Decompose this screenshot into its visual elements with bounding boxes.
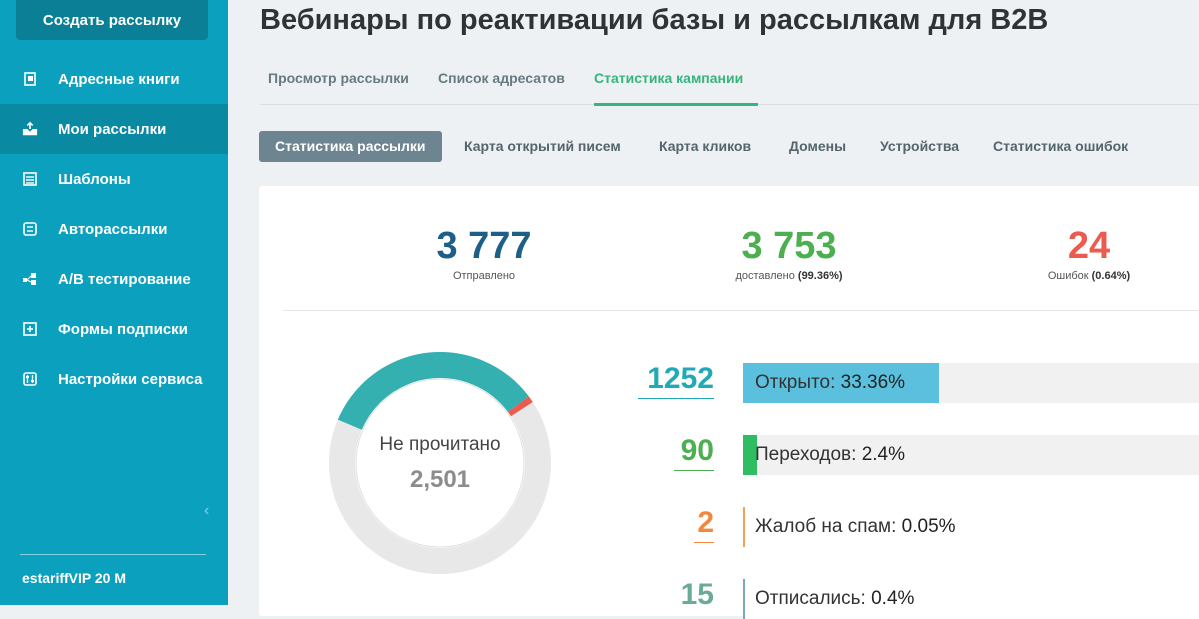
tab-recipient-list[interactable]: Список адресатов [438,70,565,86]
tariff-label: estariffVIP 20 M [22,570,127,586]
sidebar-item-label: Адресные книги [58,70,180,88]
kpi-sent-label: Отправлено [452,270,516,282]
sidebar-item-label: Авторассылки [58,220,168,238]
page-title: Вебинары по реактивации базы и рассылкам… [260,4,1049,36]
kpi-errors: 24 Ошибок (0.64%) [1019,222,1159,282]
sidebar-item-subscription-forms[interactable]: Формы подписки [0,304,228,354]
subtab-click-map[interactable]: Карта кликов [659,138,752,154]
metric-spam-fill [743,507,745,547]
metric-opened-fill [743,363,939,403]
sidebar-item-label: Шаблоны [58,170,131,188]
subtab-devices[interactable]: Устройства [880,138,960,154]
sidebar-divider [20,554,206,555]
metric-clicks-bar: Переходов: 2.4% [743,435,1199,475]
collapse-sidebar-icon[interactable]: ‹ [204,502,210,519]
subtab-mailing-stats[interactable]: Статистика рассылки [259,131,442,162]
sidebar-item-templates[interactable]: Шаблоны [0,154,228,204]
stats-card: 3 777 Отправлено 3 753 доставлено (99.36… [259,186,1199,619]
donut-value: 2,501 [409,466,471,493]
metric-clicks-fill [743,435,758,475]
tab-view-mailing[interactable]: Просмотр рассылки [268,70,409,86]
donut-center-text: Не прочитано 2,501 [321,434,559,494]
sidebar-item-auto-mailings[interactable]: Авторассылки [0,204,228,254]
mailing-icon [22,121,38,137]
card-divider [283,310,1199,311]
campaign-tabs: Просмотр рассылки Список адресатов Стати… [260,60,1199,106]
create-mailing-button[interactable]: Создать рассылку [16,0,208,40]
metric-opened-text: Открыто: 33.36% [755,372,906,393]
sidebar-item-label: Формы подписки [58,320,188,338]
kpi-errors-label: Ошибок (0.64%) [1047,270,1131,282]
sidebar-item-service-settings[interactable]: Настройки сервиса [0,354,228,404]
metric-unsubscribed-text: Отписались: 0.4% [755,588,915,609]
sidebar-item-label: Мои рассылки [58,120,167,138]
sidebar-item-ab-testing[interactable]: A/B тестирование [0,254,228,304]
metric-spam-count[interactable]: 2 [694,504,714,543]
tab-campaign-stats[interactable]: Статистика кампании [594,60,758,106]
metric-spam-bar: Жалоб на спам: 0.05% [743,507,1199,547]
auto-mailing-icon [22,221,38,237]
kpi-errors-value: 24 [1067,225,1111,267]
metric-spam-text: Жалоб на спам: 0.05% [755,516,956,537]
metric-unsubscribed-fill [743,579,746,619]
ab-test-icon [22,271,38,287]
unread-donut-chart [329,351,551,574]
kpi-sent: 3 777 Отправлено [399,222,569,282]
settings-icon [22,371,38,387]
sidebar: Создать рассылку Адресные книги Мои расс… [0,0,228,605]
kpi-sent-value: 3 777 [436,225,532,267]
address-book-icon [22,71,38,87]
sidebar-nav: Адресные книги Мои рассылки Шаблоны Авто… [0,54,228,404]
sidebar-item-my-mailings[interactable]: Мои рассылки [0,104,228,154]
metric-opened-count[interactable]: 1252 [638,360,714,399]
sidebar-item-label: A/B тестирование [58,270,191,288]
metric-clicks-count[interactable]: 90 [674,432,714,471]
donut-opened-segment [329,351,551,574]
metric-opened-bar: Открыто: 33.36% [743,363,1199,403]
subtab-domains[interactable]: Домены [789,138,847,154]
subtab-open-map[interactable]: Карта открытий писем [464,138,621,154]
metric-clicks-text: Переходов: 2.4% [755,444,905,465]
templates-icon [22,171,38,187]
metric-unsubscribed-bar: Отписались: 0.4% [743,579,1199,619]
kpi-delivered-label: доставлено (99.36%) [735,270,843,282]
metric-unsubscribed-count[interactable]: 15 [680,578,714,611]
kpi-delivered-value: 3 753 [741,225,837,267]
donut-label: Не прочитано [379,434,501,455]
subscription-form-icon [22,321,38,337]
donut-center [356,379,524,547]
sidebar-item-address-books[interactable]: Адресные книги [0,54,228,104]
kpi-delivered: 3 753 доставлено (99.36%) [699,222,879,282]
sidebar-item-label: Настройки сервиса [58,370,203,388]
subtab-error-stats[interactable]: Статистика ошибок [993,138,1129,154]
